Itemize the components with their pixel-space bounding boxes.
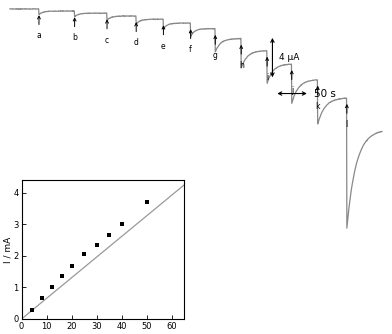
Point (29, 307, 35, 312)
X-axis label: C$_{[H_2O_2]}$ / mM: C$_{[H_2O_2]}$ / mM (76, 332, 130, 334)
Point (94, 242, 100, 247)
Text: i: i (266, 73, 268, 82)
Point (38, 296, 45, 301)
Text: f: f (189, 45, 192, 54)
Y-axis label: I / mA: I / mA (3, 236, 12, 263)
Point (81, 252, 87, 257)
Point (58, 274, 65, 279)
Text: c: c (105, 35, 109, 44)
Text: 4 μA: 4 μA (279, 53, 300, 62)
Text: j: j (290, 86, 293, 95)
Text: b: b (72, 33, 77, 42)
Point (118, 222, 125, 227)
Text: e: e (161, 41, 166, 50)
Text: 50 s: 50 s (314, 89, 336, 99)
Point (143, 199, 150, 204)
Point (49, 285, 55, 290)
Text: k: k (316, 102, 320, 111)
Point (106, 233, 112, 238)
Point (69, 264, 75, 269)
Text: g: g (213, 51, 218, 60)
Text: h: h (239, 61, 244, 70)
Text: a: a (36, 31, 41, 40)
Text: d: d (134, 38, 139, 47)
Text: l: l (346, 120, 348, 129)
